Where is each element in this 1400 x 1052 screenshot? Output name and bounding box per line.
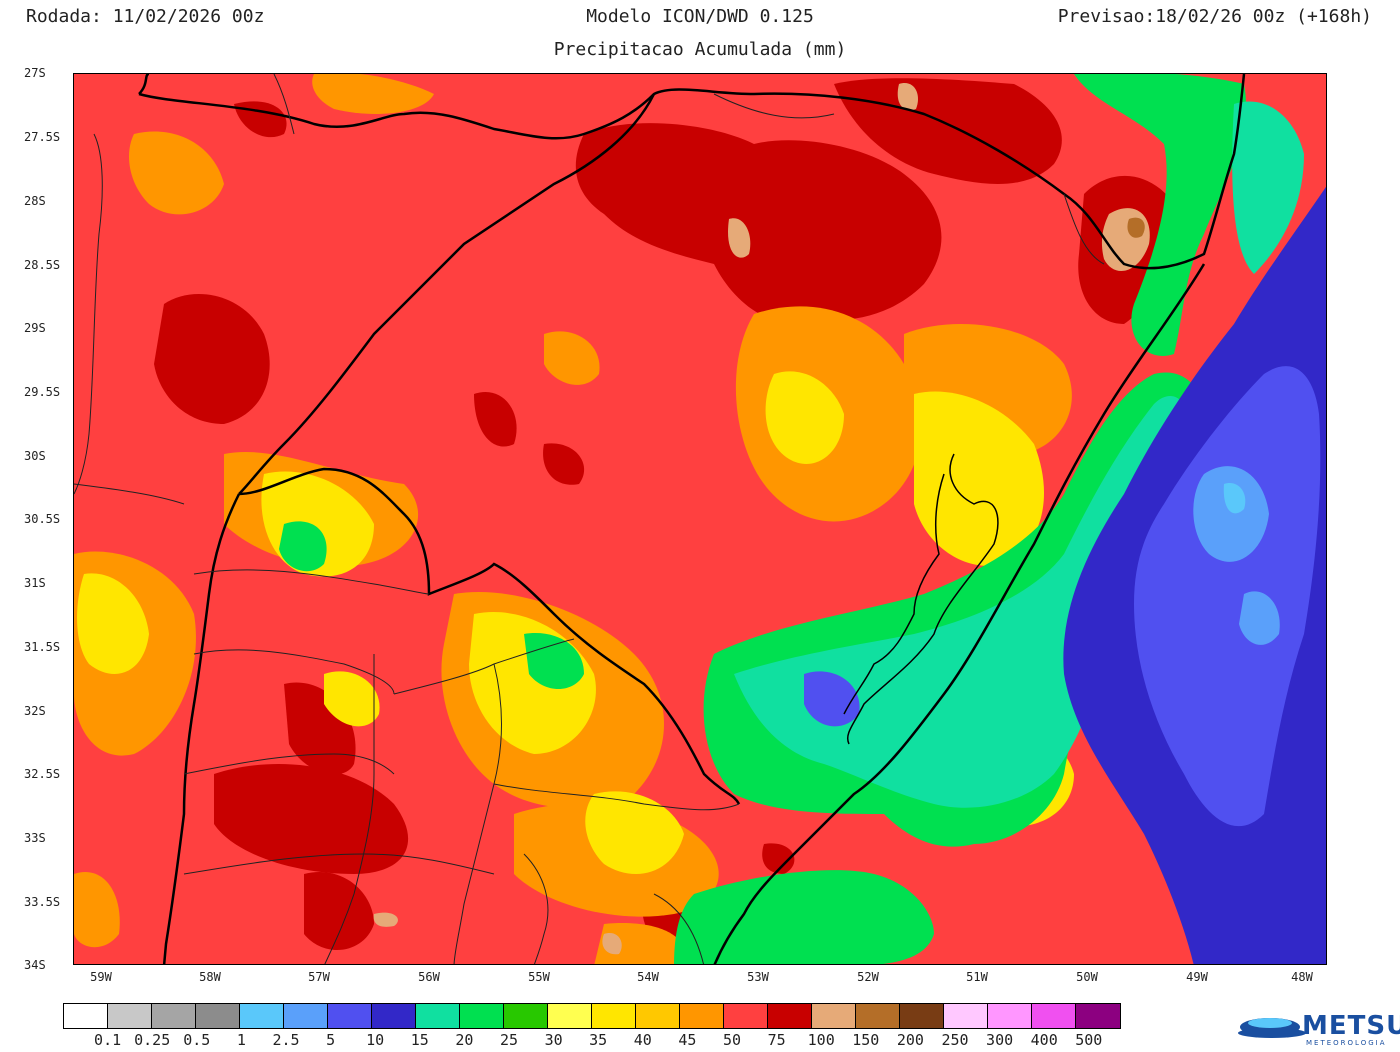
light-ocean-zone bbox=[1193, 466, 1280, 645]
logo-tagline: METEOROLOGIA bbox=[1306, 1039, 1387, 1047]
lon-label: 49W bbox=[1186, 970, 1208, 984]
colorbar-label: 500 bbox=[1075, 1031, 1103, 1049]
colorbar-label: 50 bbox=[722, 1031, 742, 1049]
extreme-rain-spots bbox=[1127, 217, 1145, 238]
colorbar-swatch bbox=[900, 1004, 944, 1028]
colorbar-swatch bbox=[240, 1004, 284, 1028]
colorbar-swatch bbox=[944, 1004, 988, 1028]
ocean-rain-zone bbox=[804, 366, 1321, 827]
map-canvas bbox=[74, 74, 1326, 964]
colorbar-label: 20 bbox=[455, 1031, 474, 1049]
colorbar-label: 0.1 bbox=[94, 1031, 122, 1049]
colorbar-swatch bbox=[108, 1004, 152, 1028]
lat-label: 34S bbox=[24, 958, 46, 972]
colorbar-swatch bbox=[284, 1004, 328, 1028]
model-title: Modelo ICON/DWD 0.125 bbox=[586, 6, 814, 27]
colorbar-label: 35 bbox=[589, 1031, 608, 1049]
lat-label: 31.5S bbox=[24, 640, 61, 654]
lat-label: 27S bbox=[24, 66, 46, 80]
lon-label: 59W bbox=[90, 970, 112, 984]
colorbar-label: 300 bbox=[986, 1031, 1014, 1049]
lon-label: 54W bbox=[637, 970, 659, 984]
colorbar-swatch bbox=[636, 1004, 680, 1028]
lightest-ocean-zone bbox=[1223, 483, 1246, 514]
lagoon-outline bbox=[843, 453, 999, 745]
colorbar-label: 0.25 bbox=[134, 1031, 171, 1049]
lon-label: 58W bbox=[199, 970, 221, 984]
colorbar-label: 40 bbox=[633, 1031, 652, 1049]
lat-label: 28S bbox=[24, 194, 46, 208]
precipitation-map[interactable] bbox=[73, 73, 1327, 965]
colorbar-label: 25 bbox=[499, 1031, 519, 1049]
colorbar-swatch bbox=[812, 1004, 856, 1028]
lat-label: 33.5S bbox=[24, 895, 61, 909]
colorbar-swatch bbox=[724, 1004, 768, 1028]
lat-label: 32.5S bbox=[24, 767, 61, 781]
colorbar-swatch bbox=[548, 1004, 592, 1028]
lon-label: 56W bbox=[418, 970, 440, 984]
logo-name: METSUL bbox=[1302, 1011, 1400, 1041]
lon-label: 50W bbox=[1076, 970, 1098, 984]
colorbar-label: 1 bbox=[236, 1031, 246, 1049]
colorbar-label: 30 bbox=[544, 1031, 563, 1049]
colorbar-swatch bbox=[504, 1004, 548, 1028]
colorbar-label: 150 bbox=[852, 1031, 880, 1049]
colorbar-swatch bbox=[372, 1004, 416, 1028]
colorbar-label: 15 bbox=[410, 1031, 429, 1049]
colorbar-swatch bbox=[196, 1004, 240, 1028]
map-subtitle: Precipitacao Acumulada (mm) bbox=[553, 39, 847, 60]
colorbar-swatch bbox=[856, 1004, 900, 1028]
lat-label: 31S bbox=[24, 576, 46, 590]
colorbar-label: 0.5 bbox=[183, 1031, 211, 1049]
colorbar-label: 200 bbox=[896, 1031, 924, 1049]
forecast-time-label: Previsao:18/02/26 00z (+168h) bbox=[1057, 6, 1372, 27]
colorbar-swatch bbox=[1032, 1004, 1076, 1028]
colorbar-label: 400 bbox=[1030, 1031, 1058, 1049]
colorbar-swatch bbox=[988, 1004, 1032, 1028]
colorbar-label: 2.5 bbox=[272, 1031, 300, 1049]
lat-label: 29.5S bbox=[24, 385, 61, 399]
lat-label: 33S bbox=[24, 831, 46, 845]
lat-label: 30.5S bbox=[24, 512, 61, 526]
lon-label: 57W bbox=[308, 970, 330, 984]
colorbar-swatch bbox=[768, 1004, 812, 1028]
colorbar-label: 5 bbox=[326, 1031, 336, 1049]
precipitation-colorbar bbox=[63, 1003, 1121, 1029]
colorbar-label: 100 bbox=[807, 1031, 835, 1049]
colorbar-swatch bbox=[592, 1004, 636, 1028]
colorbar-label: 250 bbox=[941, 1031, 969, 1049]
colorbar-swatch bbox=[328, 1004, 372, 1028]
lon-label: 55W bbox=[528, 970, 550, 984]
lon-label: 52W bbox=[857, 970, 879, 984]
run-time-label: Rodada: 11/02/2026 00z bbox=[26, 6, 265, 27]
lat-label: 27.5S bbox=[24, 130, 61, 144]
lat-label: 32S bbox=[24, 704, 46, 718]
lon-label: 53W bbox=[747, 970, 769, 984]
border-lines bbox=[138, 74, 1246, 964]
colorbar-swatch bbox=[416, 1004, 460, 1028]
colorbar-swatch bbox=[1076, 1004, 1120, 1028]
colorbar-swatch bbox=[152, 1004, 196, 1028]
colorbar-label: 45 bbox=[678, 1031, 697, 1049]
lat-label: 29S bbox=[24, 321, 46, 335]
colorbar-swatch bbox=[680, 1004, 724, 1028]
colorbar-swatch bbox=[460, 1004, 504, 1028]
colorbar-label: 10 bbox=[366, 1031, 385, 1049]
colorbar-label: 75 bbox=[767, 1031, 786, 1049]
subdivision-lines bbox=[74, 74, 1105, 964]
lon-label: 51W bbox=[966, 970, 988, 984]
colorbar-swatch bbox=[64, 1004, 108, 1028]
lat-label: 30S bbox=[24, 449, 46, 463]
metsul-logo-icon bbox=[1238, 1018, 1306, 1038]
lon-label: 48W bbox=[1291, 970, 1313, 984]
lat-label: 28.5S bbox=[24, 258, 61, 272]
